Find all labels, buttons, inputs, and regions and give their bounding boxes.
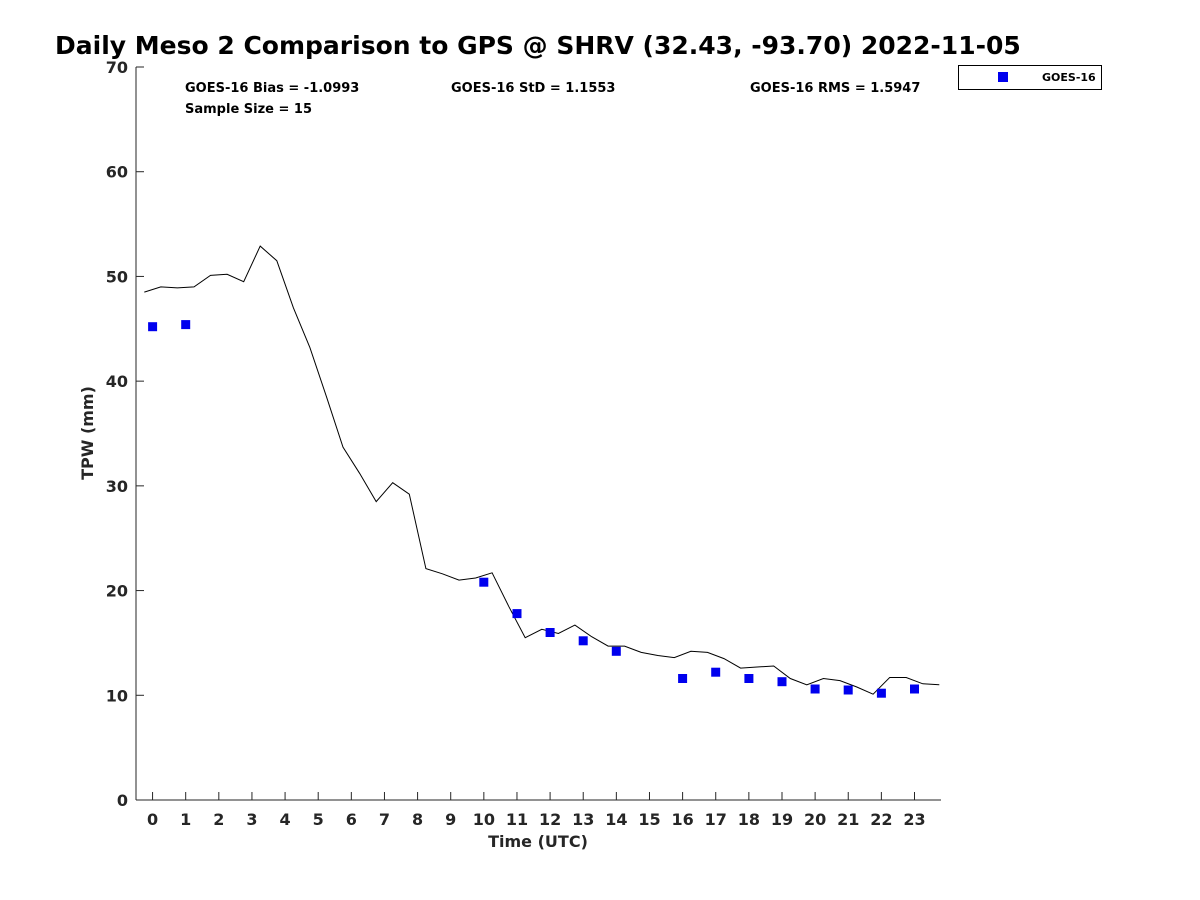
goes16-point <box>148 322 158 332</box>
stat-std: GOES-16 StD = 1.1553 <box>451 81 615 96</box>
y-tick-label: 30 <box>106 477 128 496</box>
x-tick-label: 23 <box>903 810 925 829</box>
y-tick-label: 50 <box>106 267 128 286</box>
goes16-point <box>711 667 721 677</box>
gps-series <box>144 245 940 695</box>
goes16-point <box>810 684 820 694</box>
x-tick-label: 1 <box>180 810 191 829</box>
x-tick-label: 20 <box>804 810 826 829</box>
goes16-point <box>181 320 191 330</box>
x-tick-label: 21 <box>837 810 859 829</box>
legend-box <box>958 65 1102 90</box>
legend: GOES-16 <box>958 65 1102 90</box>
y-tick-label: 10 <box>106 686 128 705</box>
x-tick-label: 8 <box>412 810 423 829</box>
stat-sample-size: Sample Size = 15 <box>185 102 312 117</box>
x-tick-label: 17 <box>705 810 727 829</box>
goes16-point <box>910 684 919 694</box>
y-tick-label: 70 <box>106 58 128 77</box>
x-tick-label: 13 <box>572 810 594 829</box>
goes16-point <box>512 609 522 619</box>
goes16-series <box>148 320 919 698</box>
y-tick-label: 20 <box>106 582 128 601</box>
goes16-point <box>479 577 489 587</box>
x-tick-label: 3 <box>246 810 257 829</box>
chart-title: Daily Meso 2 Comparison to GPS @ SHRV (3… <box>55 31 1021 60</box>
x-tick-label: 2 <box>213 810 224 829</box>
x-tick-label: 19 <box>771 810 793 829</box>
goes16-point <box>843 685 853 695</box>
x-tick-label: 18 <box>738 810 760 829</box>
x-tick-label: 10 <box>473 810 495 829</box>
legend-label-goes16: GOES-16 <box>1042 71 1096 84</box>
x-tick-label: 6 <box>346 810 357 829</box>
x-axis-label: Time (UTC) <box>488 832 588 851</box>
x-tick-label: 22 <box>870 810 892 829</box>
y-tick-label: 60 <box>106 163 128 182</box>
goes16-point <box>744 674 754 683</box>
x-tick-label: 11 <box>506 810 528 829</box>
legend-marker-goes16 <box>998 72 1008 82</box>
goes16-point <box>777 677 787 687</box>
y-tick-label: 0 <box>117 791 128 810</box>
x-tick-label: 5 <box>313 810 324 829</box>
x-tick-label: 0 <box>147 810 158 829</box>
goes16-point <box>545 628 555 637</box>
x-tick-label: 4 <box>280 810 291 829</box>
goes16-point <box>578 636 588 646</box>
goes16-point <box>678 674 688 683</box>
goes16-point <box>876 688 886 698</box>
x-tick-label: 12 <box>539 810 561 829</box>
x-tick-label: 16 <box>671 810 693 829</box>
x-tick-label: 9 <box>445 810 456 829</box>
x-tick-label: 14 <box>605 810 627 829</box>
stat-rms: GOES-16 RMS = 1.5947 <box>750 81 920 96</box>
stat-bias: GOES-16 Bias = -1.0993 <box>185 81 359 96</box>
x-tick-label: 15 <box>638 810 660 829</box>
goes16-point <box>611 646 621 656</box>
gps-line <box>144 245 940 695</box>
y-tick-label: 40 <box>106 372 128 391</box>
y-axis-label: TPW (mm) <box>78 386 97 480</box>
x-tick-label: 7 <box>379 810 390 829</box>
